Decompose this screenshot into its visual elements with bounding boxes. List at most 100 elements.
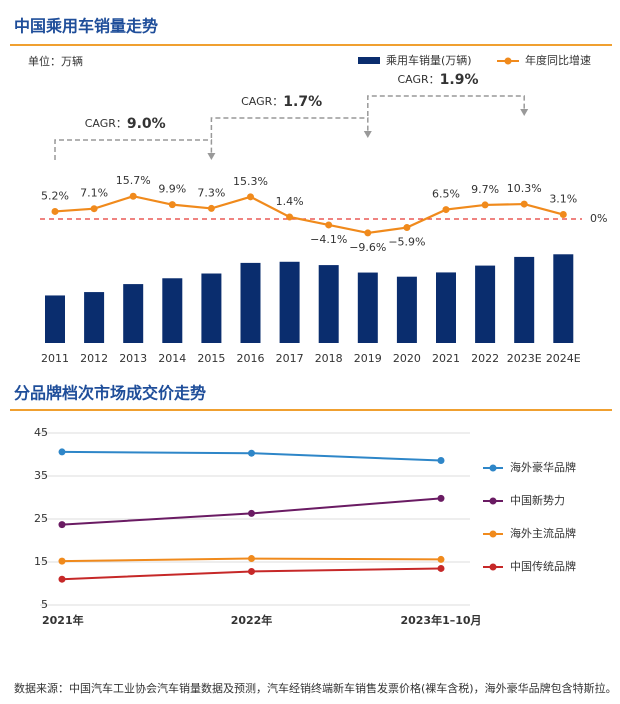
- data-label: 15.7%: [116, 174, 151, 187]
- cagr-text: CAGR：1.7%: [241, 94, 322, 110]
- data-label: 9.9%: [158, 183, 186, 196]
- x-tick-label: 2011: [41, 352, 69, 365]
- bar: [318, 265, 339, 343]
- line-point: [207, 204, 215, 212]
- legend-marker: [489, 563, 497, 571]
- arrow-head: [207, 153, 216, 160]
- cagr-text: CAGR：1.9%: [397, 72, 478, 88]
- x-tick-label: 2015: [197, 352, 225, 365]
- line-point: [168, 201, 176, 209]
- line-point: [90, 205, 98, 213]
- bar: [475, 265, 496, 343]
- bar: [279, 261, 300, 343]
- cagr-arrow: [54, 139, 213, 160]
- legend-label: 海外主流品牌: [510, 526, 576, 540]
- arrow-head: [520, 109, 529, 116]
- x-tick-label: 2023年1–10月: [400, 613, 481, 627]
- data-label: −9.6%: [349, 241, 386, 254]
- legend-label: 海外豪华品牌: [510, 460, 576, 474]
- cagr-arrow: [367, 95, 525, 116]
- source-note: 数据来源：中国汽车工业协会汽车销量数据及预测，汽车经销终端新车销售发票价格(裸车…: [14, 681, 617, 695]
- legend-label: 乘用车销量(万辆): [386, 53, 472, 67]
- bar: [396, 276, 417, 343]
- y-tick-label: 35: [34, 469, 48, 482]
- data-label: 1.4%: [276, 195, 304, 208]
- cagr-arrow: [210, 117, 369, 138]
- legend-swatch: [358, 57, 380, 64]
- y-tick-label: 5: [41, 598, 48, 611]
- data-label: 7.1%: [80, 187, 108, 200]
- line-point: [247, 193, 254, 201]
- y-tick-label: 45: [34, 426, 48, 439]
- data-label: 3.1%: [549, 193, 577, 206]
- line-point: [248, 509, 255, 517]
- data-label: 5.2%: [41, 189, 69, 202]
- cagr-label: CAGR：: [85, 117, 127, 130]
- line-point: [437, 555, 445, 563]
- data-label: −5.9%: [388, 236, 425, 249]
- line-point: [58, 557, 66, 565]
- x-tick-label: 2019: [354, 352, 382, 365]
- x-tick-label: 2013: [119, 352, 147, 365]
- line-point: [58, 521, 66, 529]
- line-point: [437, 494, 445, 502]
- line-point: [286, 213, 294, 221]
- cagr-value: 1.9%: [440, 72, 479, 88]
- line-point: [248, 555, 255, 563]
- line-point: [248, 449, 255, 457]
- line-point: [437, 564, 445, 572]
- x-tick-label: 2022年: [231, 613, 273, 627]
- line-point: [403, 224, 411, 232]
- bar: [45, 295, 65, 343]
- cagr-label: CAGR：: [241, 95, 283, 108]
- line-point: [248, 567, 255, 575]
- bar: [357, 272, 378, 343]
- reference-label: 0%: [590, 212, 607, 225]
- x-tick-label: 2014: [158, 352, 186, 365]
- legend-label: 中国传统品牌: [510, 559, 576, 573]
- legend-marker: [489, 530, 497, 538]
- y-tick-label: 25: [34, 512, 48, 525]
- bar: [201, 273, 222, 343]
- x-tick-label: 2021年: [42, 613, 84, 627]
- arrow-head: [363, 131, 372, 138]
- legend-marker: [489, 497, 497, 505]
- bar: [514, 256, 535, 343]
- x-tick-label: 2020: [393, 352, 421, 365]
- x-tick-label: 2018: [315, 352, 343, 365]
- cagr-text: CAGR：9.0%: [85, 116, 166, 132]
- chart-title: 中国乘用车销量走势: [14, 17, 158, 36]
- bar: [436, 272, 456, 343]
- cagr-value: 1.7%: [283, 94, 322, 110]
- legend-label: 中国新势力: [510, 493, 565, 507]
- cagr-label: CAGR：: [397, 73, 439, 86]
- x-tick-label: 2022: [471, 352, 499, 365]
- cagr-annotation: CAGR：1.7%: [210, 94, 372, 138]
- line-point: [437, 457, 445, 465]
- line-point: [559, 211, 567, 219]
- data-label: −4.1%: [310, 233, 347, 246]
- data-label: 15.3%: [233, 175, 268, 188]
- bar: [240, 262, 261, 343]
- x-tick-label: 2024E: [546, 352, 581, 365]
- line-point: [129, 192, 137, 200]
- unit-label: 单位：万辆: [28, 54, 83, 68]
- cagr-annotation: CAGR：1.9%: [367, 72, 529, 116]
- line-point: [58, 575, 66, 583]
- legend-marker: [504, 57, 512, 65]
- cagr-value: 9.0%: [127, 116, 166, 132]
- y-tick-label: 15: [34, 555, 48, 568]
- bar: [123, 284, 144, 343]
- line-point: [442, 206, 450, 214]
- line-series: [54, 195, 564, 235]
- data-label: 6.5%: [432, 188, 460, 201]
- data-label: 10.3%: [507, 182, 542, 195]
- legend-label: 年度同比增速: [525, 53, 591, 67]
- line-point: [58, 448, 66, 456]
- bar: [162, 278, 183, 343]
- x-tick-label: 2021: [432, 352, 460, 365]
- line-point: [325, 221, 333, 229]
- cagr-annotation: CAGR：9.0%: [54, 116, 216, 160]
- chart-title: 分品牌档次市场成交价走势: [14, 384, 206, 403]
